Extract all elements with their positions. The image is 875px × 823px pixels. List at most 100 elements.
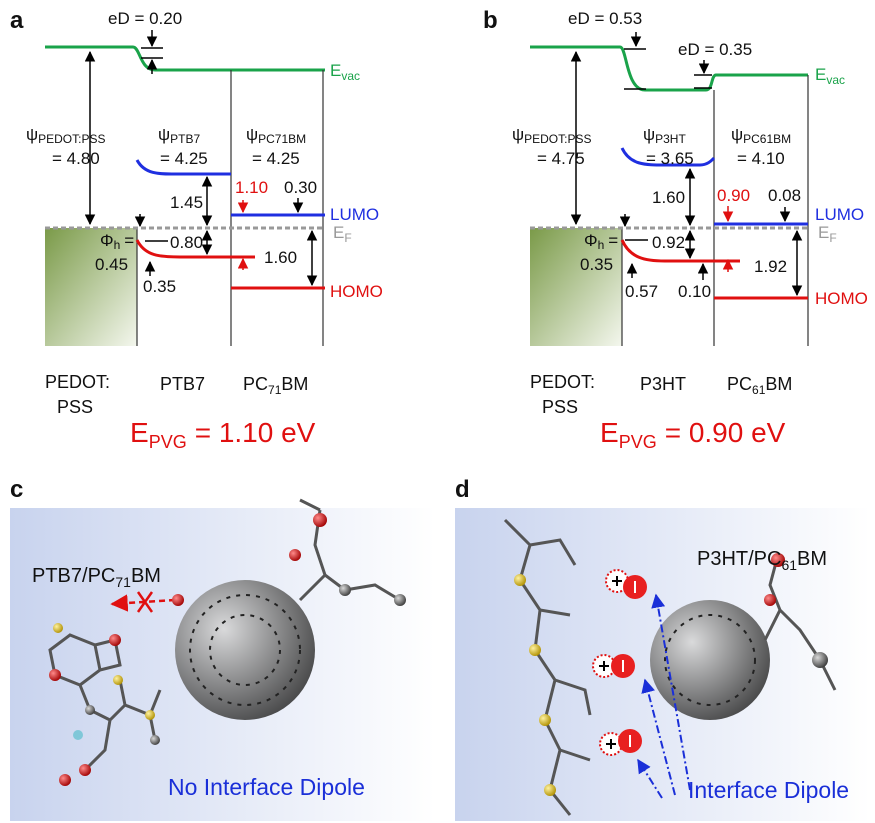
text: PC bbox=[727, 374, 752, 394]
lumo-label: LUMO bbox=[330, 205, 379, 224]
energy-gap: 0.80 bbox=[170, 233, 203, 252]
subscript: h bbox=[598, 238, 605, 252]
energy-gap: 1.60 bbox=[264, 248, 297, 267]
vacuum-level bbox=[45, 47, 325, 70]
subscript: vac bbox=[341, 69, 360, 83]
subscript: 71 bbox=[268, 383, 282, 397]
text: E bbox=[333, 223, 344, 242]
work-function-value: = 3.65 bbox=[646, 149, 694, 168]
panel-d: d bbox=[455, 476, 870, 821]
panel-letter: c bbox=[10, 476, 23, 503]
work-function: ψPTB7 bbox=[158, 125, 200, 146]
energy-gap: 0.92 bbox=[652, 233, 685, 252]
text: E bbox=[818, 223, 829, 242]
energy-gap: 0.08 bbox=[768, 186, 801, 205]
material: PEDOT: bbox=[45, 372, 110, 392]
subscript: PTB7 bbox=[170, 132, 200, 146]
subscript: PC71BM bbox=[258, 132, 306, 146]
suffix: BM bbox=[131, 565, 161, 587]
energy-gap: 1.10 bbox=[235, 178, 268, 197]
homo-label: HOMO bbox=[330, 282, 383, 301]
text: PTB7/PC bbox=[32, 565, 115, 587]
fermi-label: EF bbox=[818, 223, 837, 245]
subscript: F bbox=[344, 231, 351, 245]
material: PTB7 bbox=[160, 374, 205, 394]
energy-gap: 0.30 bbox=[284, 178, 317, 197]
value: = 1.10 eV bbox=[195, 417, 316, 448]
vacuum-level bbox=[530, 47, 808, 90]
work-function-value: = 4.25 bbox=[160, 149, 208, 168]
symbol: ψ bbox=[158, 125, 170, 144]
dipole-label: eD = 0.35 bbox=[678, 40, 752, 59]
subscript: PEDOT:PSS bbox=[38, 132, 105, 146]
work-function: ψPEDOT:PSS bbox=[512, 125, 591, 146]
symbol: ψ bbox=[246, 125, 258, 144]
text: E bbox=[600, 417, 619, 448]
material: P3HT bbox=[640, 374, 686, 394]
work-function-value: = 4.75 bbox=[537, 149, 585, 168]
panel-letter: b bbox=[483, 7, 498, 34]
energy-gap: 1.60 bbox=[652, 188, 685, 207]
subscript: 61 bbox=[752, 383, 766, 397]
pvg-label: EPVG = 1.10 eV bbox=[130, 417, 316, 452]
text: E bbox=[330, 61, 341, 80]
work-function-value: = 4.80 bbox=[52, 149, 100, 168]
homo-label: HOMO bbox=[815, 289, 868, 308]
value: = 0.90 eV bbox=[665, 417, 786, 448]
symbol: ψ bbox=[643, 125, 655, 144]
hole-barrier-value: 0.45 bbox=[95, 255, 128, 274]
work-function: ψPC71BM bbox=[246, 125, 306, 146]
dipole-label: eD = 0.20 bbox=[108, 9, 182, 28]
text: PC bbox=[243, 374, 268, 394]
subscript: vac bbox=[826, 73, 845, 87]
material: PC61BM bbox=[727, 374, 792, 397]
system-label: PTB7/PC71BM bbox=[32, 565, 161, 590]
hole-barrier-value: 0.35 bbox=[580, 255, 613, 274]
subscript: h bbox=[114, 238, 121, 252]
caption: Interface Dipole bbox=[688, 777, 849, 803]
fermi-label: EF bbox=[333, 223, 352, 245]
panel-c: c PTB7/PC71BM No bbox=[10, 476, 435, 821]
subscript: 71 bbox=[115, 574, 131, 590]
system-label: P3HT/PC61BM bbox=[697, 548, 827, 573]
panel-a: a eD = 0.20 Evac ψPEDOT:PSS = 4.80 ψPTB7… bbox=[10, 7, 383, 452]
material: PSS bbox=[542, 397, 578, 417]
energy-gap: 1.92 bbox=[754, 257, 787, 276]
material: PC71BM bbox=[243, 374, 308, 397]
panel-letter: a bbox=[10, 7, 24, 34]
energy-gap: 0.57 bbox=[625, 282, 658, 301]
subscript: 61 bbox=[781, 557, 797, 573]
work-function: ψPC61BM bbox=[731, 125, 791, 146]
panel-letter: d bbox=[455, 476, 470, 503]
suffix: BM bbox=[797, 548, 827, 570]
subscript: P3HT bbox=[655, 132, 686, 146]
energy-gap: 0.90 bbox=[717, 186, 750, 205]
symbol: Φ bbox=[100, 231, 114, 250]
symbol: ψ bbox=[512, 125, 524, 144]
work-function-value: = 4.10 bbox=[737, 149, 785, 168]
material: PEDOT: bbox=[530, 372, 595, 392]
energy-gap: 0.35 bbox=[143, 277, 176, 296]
subscript: PEDOT:PSS bbox=[524, 132, 591, 146]
work-function: ψP3HT bbox=[643, 125, 686, 146]
caption: No Interface Dipole bbox=[168, 774, 365, 800]
energy-gap: 1.45 bbox=[170, 193, 203, 212]
text: E bbox=[130, 417, 149, 448]
lumo-label: LUMO bbox=[815, 205, 864, 224]
work-function: ψPEDOT:PSS bbox=[26, 125, 105, 146]
vacuum-label: Evac bbox=[815, 65, 845, 87]
suffix: BM bbox=[281, 374, 308, 394]
figure: a eD = 0.20 Evac ψPEDOT:PSS = 4.80 ψPTB7… bbox=[0, 0, 875, 823]
pedot-block bbox=[45, 228, 137, 346]
subscript: PVG bbox=[149, 432, 187, 452]
text: E bbox=[815, 65, 826, 84]
symbol: ψ bbox=[26, 125, 38, 144]
symbol: Φ bbox=[584, 231, 598, 250]
panel-b: b eD = 0.53 eD = 0.35 Evac ψPEDOT:PSS = … bbox=[483, 7, 868, 452]
subscript: F bbox=[829, 231, 836, 245]
energy-gap: 0.10 bbox=[678, 282, 711, 301]
subscript: PVG bbox=[619, 432, 657, 452]
work-function-value: = 4.25 bbox=[252, 149, 300, 168]
material: PSS bbox=[57, 397, 93, 417]
subscript: PC61BM bbox=[743, 132, 791, 146]
